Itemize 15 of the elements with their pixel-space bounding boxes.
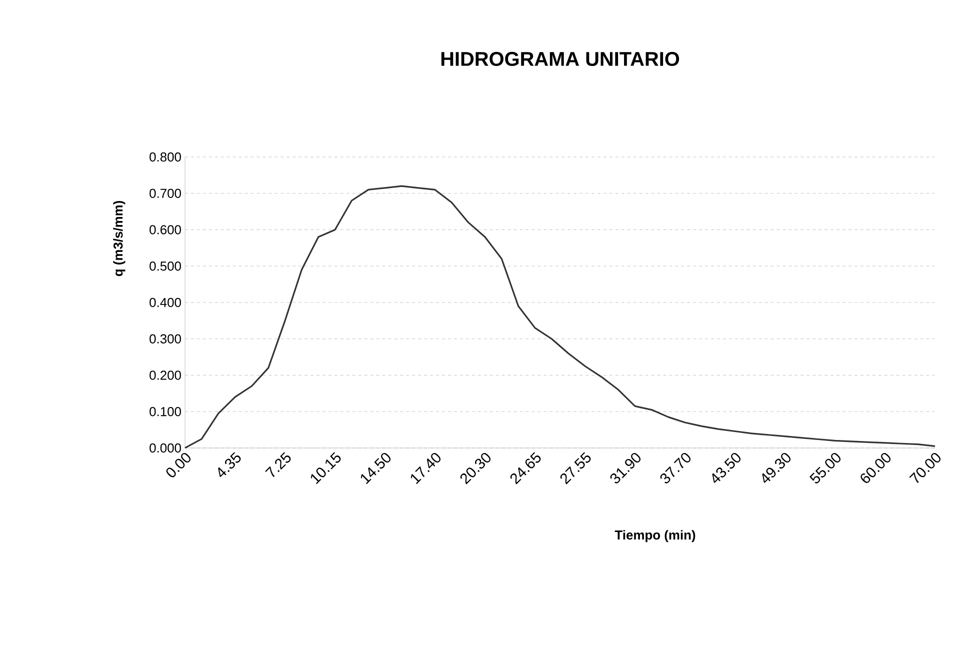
y-tick-label: 0.700 [150,188,181,198]
x-tick-label: 7.25 [265,452,291,478]
x-axis-title: Tiempo (min) [614,530,696,542]
y-tick-label: 0.600 [150,225,181,234]
chart-title: HIDROGRAMA UNITARIO [441,52,680,66]
y-tick-label: 0.000 [150,443,181,453]
y-tick-label: 0.500 [150,262,181,271]
y-tick-label: 0.300 [150,334,181,344]
x-tick-label: 4.35 [218,452,241,478]
y-axis-title: q (m3/s/mm) [113,200,126,276]
y-tick-label: 0.200 [150,370,181,380]
x-tick-label: 0.00 [166,452,191,478]
y-tick-label: 0.100 [150,407,181,416]
y-tick-label: 0.800 [150,152,181,162]
y-tick-label: 0.400 [150,298,181,308]
